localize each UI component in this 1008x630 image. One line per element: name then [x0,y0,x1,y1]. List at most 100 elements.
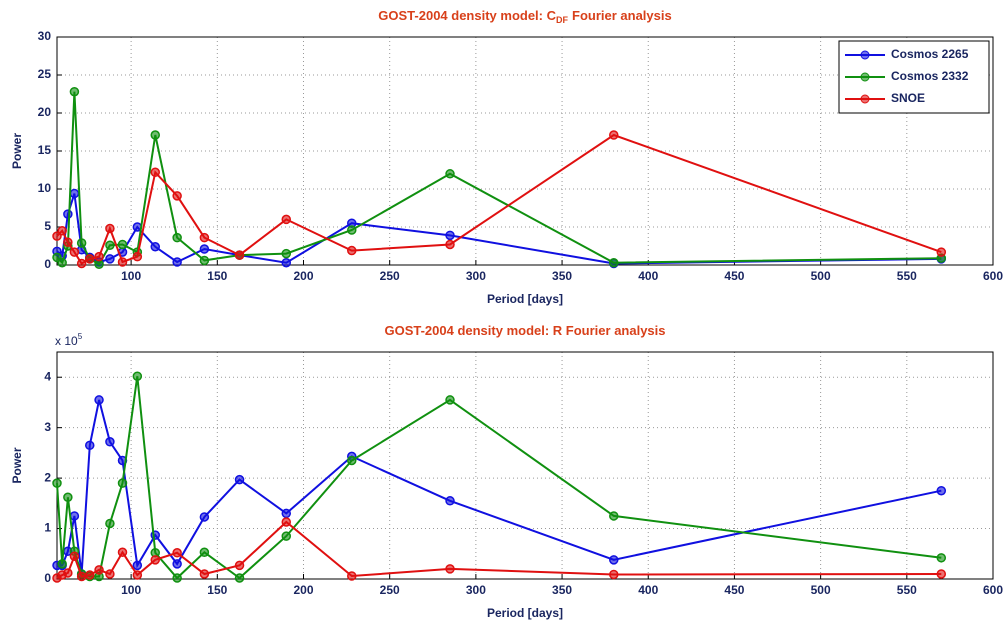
title-text: GOST-2004 density model: R Fourier analy… [384,323,665,338]
data-point [105,223,115,234]
legend-marker [860,94,870,104]
data-point [76,238,87,248]
data-point [609,555,619,565]
data-point [63,209,73,219]
x-tick-label: 450 [724,269,744,283]
data-point [57,257,67,268]
x-tick-label: 500 [811,583,831,597]
data-point [445,496,455,506]
data-point [85,570,95,580]
data-point [172,573,182,583]
data-point [234,573,245,583]
data-point [76,571,87,582]
data-point [936,553,947,563]
x-tick-label: 100 [121,583,141,597]
data-point [199,547,210,558]
data-point [936,569,947,579]
y-tick-label: 10 [38,181,52,195]
y-tick-label: 4 [44,369,51,383]
data-point [105,569,115,579]
data-point [445,395,455,405]
y-multiplier-exponent: 5 [78,332,83,341]
data-point [94,259,104,269]
title-suffix: Fourier analysis [572,8,672,23]
data-point [445,169,455,179]
x-tick-label: 500 [811,269,831,283]
data-point [94,565,104,575]
plot-frame [56,351,994,580]
y-axis-label: Power [10,447,24,483]
data-point [150,555,161,565]
x-tick-label: 350 [552,269,572,283]
x-axis-label: Period [days] [487,606,563,620]
x-tick-label: 300 [466,583,486,597]
data-point [57,559,67,569]
data-point [199,244,210,254]
x-tick-label: 550 [897,269,917,283]
data-point [172,559,182,569]
data-point [63,568,73,578]
data-point [347,225,357,235]
data-point [57,226,67,236]
data-point [63,492,73,503]
data-point [85,254,95,264]
data-point [609,130,619,140]
title-subscript: DF [556,15,568,25]
data-point [132,560,143,571]
data-point [609,569,619,580]
data-point [69,188,80,199]
legend-label: Cosmos 2265 [891,47,969,61]
y-tick-label: 25 [38,67,52,81]
data-point [85,440,95,451]
data-point [132,251,143,262]
data-point [234,560,245,571]
data-point [105,240,115,250]
data-point [281,517,292,527]
data-point [69,247,80,257]
data-point [150,242,161,252]
x-tick-label: 200 [293,583,313,597]
x-tick-label: 400 [638,583,658,597]
y-tick-label: 20 [38,105,52,119]
data-point [609,511,619,521]
y-multiplier: x 105 [55,332,83,348]
plot-frame [56,36,994,266]
data-point [105,254,115,264]
x-tick-label: 400 [638,269,658,283]
data-point [172,232,182,243]
data-point [52,478,62,488]
x-tick-label: 250 [380,269,400,283]
data-point [117,478,128,488]
y-tick-label: 15 [38,143,52,157]
x-tick-label: 600 [983,269,1003,283]
data-point [117,257,128,267]
data-point [199,512,210,522]
data-point [936,485,947,496]
data-point [347,571,357,581]
data-point [117,547,128,558]
chart-title: GOST-2004 density model: CDF Fourier anal… [378,8,671,25]
legend-label: SNOE [891,91,925,105]
data-point [63,237,73,247]
data-point [76,258,87,269]
x-tick-label: 200 [293,269,313,283]
data-point [281,257,292,268]
y-tick-label: 0 [44,571,51,585]
data-point [199,255,210,266]
data-point [117,239,128,250]
data-point [281,508,292,519]
data-point [69,86,80,97]
data-point [132,570,143,580]
data-point [281,531,292,541]
y-multiplier-base: x 10 [55,334,78,348]
x-tick-label: 150 [207,269,227,283]
y-tick-label: 3 [44,420,51,434]
y-tick-label: 30 [38,29,52,43]
data-point [936,247,947,257]
data-point [445,239,455,250]
data-point [445,564,455,574]
data-point [172,191,182,201]
data-point [281,248,292,259]
x-tick-label: 450 [724,583,744,597]
x-tick-label: 100 [121,269,141,283]
